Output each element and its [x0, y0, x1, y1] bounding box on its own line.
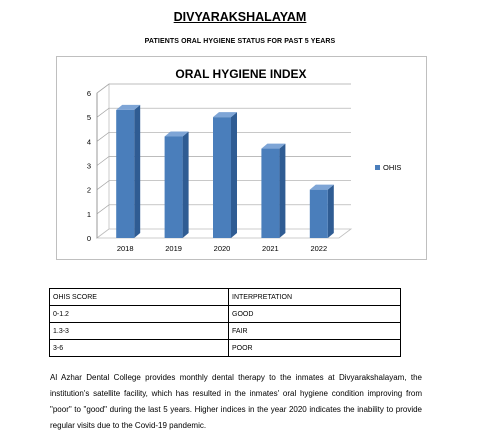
- legend-swatch: [375, 165, 380, 170]
- table-cell-score: 1.3-3: [49, 322, 229, 340]
- bar-2021: [261, 148, 280, 238]
- bar-2018: [116, 109, 135, 238]
- bar-top-2018: [116, 104, 141, 110]
- bar-side-2022: [327, 184, 334, 238]
- gridline: [96, 107, 351, 118]
- bar-top-2022: [309, 184, 334, 190]
- table-header-score: OHIS SCORE: [49, 288, 229, 306]
- bar-2020: [213, 117, 231, 238]
- gridline: [96, 83, 351, 94]
- bar-side-2021: [279, 143, 286, 238]
- bar-side-2018: [134, 104, 141, 238]
- legend-label: OHIS: [383, 163, 401, 172]
- document-subtitle: PATIENTS ORAL HYGIENE STATUS FOR PAST 5 …: [144, 38, 336, 45]
- y-tick-label: 5: [87, 113, 91, 122]
- y-tick-label: 6: [87, 89, 91, 98]
- table-header-row: OHIS SCORE INTERPRETATION: [49, 288, 401, 306]
- y-tick-label: 1: [87, 210, 91, 219]
- ohis-score-table: OHIS SCORE INTERPRETATION 0-1.2 GOOD 1.3…: [49, 288, 401, 357]
- table-cell-interpretation: FAIR: [228, 322, 401, 340]
- bar-side-2019: [182, 131, 189, 238]
- table-row: 0-1.2 GOOD: [49, 305, 401, 323]
- description-paragraph: Al Azhar Dental College provides monthly…: [50, 373, 422, 430]
- x-tick-label: 2018: [117, 244, 134, 253]
- y-tick-label: 2: [87, 186, 91, 195]
- chart-container: ORAL HYGIENE INDEX 0 1 2 3 4 5 6 2018 2019 2020 202…: [56, 56, 427, 260]
- x-tick-label: 2019: [165, 244, 182, 253]
- bar-top-2020: [213, 112, 237, 118]
- bar-2019: [164, 136, 183, 238]
- oral-hygiene-chart: ORAL HYGIENE INDEX 0 1 2 3 4 5 6 2018 2019 2020 202…: [87, 67, 402, 253]
- y-tick-label: 0: [87, 234, 91, 243]
- table-cell-score: 3-6: [49, 339, 229, 357]
- x-tick-label: 2021: [262, 244, 279, 253]
- bar-2022: [309, 189, 328, 238]
- gridline: [96, 131, 351, 142]
- x-tick-label: 2020: [214, 244, 231, 253]
- y-tick-label: 3: [87, 162, 91, 171]
- bar-top-2021: [261, 143, 286, 149]
- bar-side-2020: [231, 112, 237, 238]
- y-tick-label: 4: [87, 137, 91, 146]
- table-row: 3-6 POOR: [49, 339, 401, 357]
- table-row: 1.3-3 FAIR: [49, 322, 401, 340]
- x-tick-label: 2022: [310, 244, 327, 253]
- table-header-interpretation: INTERPRETATION: [228, 288, 401, 306]
- chart-title: ORAL HYGIENE INDEX: [175, 67, 306, 81]
- table-cell-interpretation: GOOD: [228, 305, 401, 323]
- bar-top-2019: [164, 131, 189, 137]
- table-cell-interpretation: POOR: [228, 339, 401, 357]
- table-cell-score: 0-1.2: [49, 305, 229, 323]
- document-title: DIVYARAKSHALAYAM: [173, 10, 307, 24]
